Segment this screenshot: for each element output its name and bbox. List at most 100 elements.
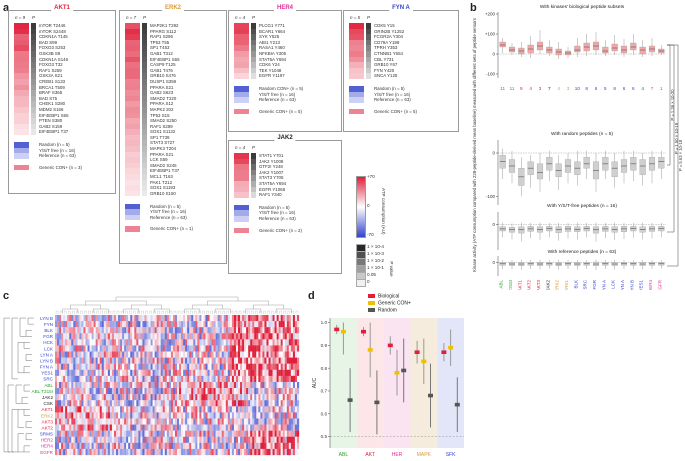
n-value-label: 6	[632, 86, 635, 91]
peptide-label: CHEK1 S280	[39, 101, 66, 107]
peptide-heat-cell	[125, 179, 140, 186]
n-value-label: 4	[529, 86, 532, 91]
boxplot-box	[583, 150, 590, 179]
panel-b-letter: b	[470, 2, 477, 14]
peptide-pvalue-cell	[142, 129, 147, 135]
peptide-label: STAT1 Y701	[259, 153, 284, 158]
p-column-header: P	[32, 15, 36, 20]
p-column-header: P	[367, 15, 371, 20]
peptide-pvalue-cell	[251, 153, 256, 159]
peptide-label: DUSP1 S359	[150, 78, 177, 84]
atp-colorbar	[356, 176, 366, 238]
control-heat-cell	[234, 97, 249, 103]
control-label: Random (n = 5)	[374, 86, 405, 91]
peptide-heat-cell	[234, 62, 249, 68]
boxplot-box	[564, 222, 572, 239]
boxplot-box	[583, 34, 590, 56]
peptide-label: ABI1 Y213	[259, 39, 280, 45]
kinase-axis-label: HER4	[648, 280, 653, 290]
heatmap-grid	[55, 315, 300, 456]
heatmap-row-label: ABL T315I	[32, 389, 53, 394]
peptide-pvalue-cell	[142, 106, 147, 113]
n-value-label: 4	[641, 86, 644, 91]
peptide-pvalue-cell	[251, 28, 256, 35]
boxplot-box	[546, 222, 553, 238]
boxplot-box	[536, 153, 544, 192]
control-heat-cells	[125, 203, 140, 221]
peptide-pvalue-cell	[31, 45, 36, 51]
peptide-label: EIF4EBP1 T37	[150, 168, 180, 174]
group-label: SFK	[446, 452, 456, 458]
peptide-heat-cells	[125, 23, 140, 197]
y-tick-label: 0.9	[321, 343, 328, 348]
pvalue-legend: P value 1 × 10-4 1 × 10-3 1 × 10-2 1 × 10-1…	[356, 244, 416, 290]
boxplot-box	[574, 222, 581, 240]
auc-point	[340, 322, 346, 355]
peptide-heat-cell	[125, 140, 140, 147]
peptide-pvalue-cell	[142, 34, 147, 40]
boxplot-box	[564, 153, 572, 184]
legend-swatch	[368, 301, 375, 305]
control-label: Y/S/T free (n = 16)	[259, 91, 296, 97]
peptide-pvalue-cell	[142, 157, 147, 163]
boxplot-box	[555, 42, 562, 59]
boxplot-box	[611, 35, 618, 55]
peptide-pvalue-cell	[251, 169, 256, 176]
group-label: MAPK	[417, 452, 432, 458]
n-value-label: 7	[548, 86, 551, 91]
kinase-box-4: FYN A n = 5 P CDK5 Y15 GRIN2B Y1252 FCGR2A Y3…	[343, 5, 459, 132]
boxplot-box	[658, 150, 665, 179]
y-tick-label: 0	[492, 151, 495, 156]
peptide-label: SP1 T739	[150, 134, 170, 140]
control-heat-cell	[14, 147, 29, 154]
peptide-pvalue-cell	[31, 106, 36, 113]
heatmap-row-label: AKT2	[42, 425, 54, 430]
y-tick-label: 0	[492, 222, 495, 227]
peptide-label: BRCA1 T509	[39, 84, 65, 90]
peptide-heat-cell	[349, 73, 364, 79]
peptide-label: CBL Y731	[374, 56, 394, 62]
boxplot-box	[574, 38, 581, 57]
auc-point	[421, 338, 427, 385]
heatmap-row-label: FGR	[43, 334, 53, 339]
n-value-label: 1	[660, 86, 663, 91]
peptide-label: BCAR1 Y664	[259, 28, 286, 34]
peptide-heat-cell	[234, 23, 249, 29]
generic-con-label: Generic CON+ (n = 2)	[259, 227, 302, 233]
heatmap-row-label: SRC	[43, 377, 53, 382]
peptide-pvalue-cell	[366, 28, 371, 35]
generic-con-cell	[349, 108, 364, 115]
peptide-pvalue-cell	[31, 28, 36, 35]
n-value-label: 8	[613, 86, 616, 91]
peptide-pvalue-cell	[142, 101, 147, 107]
heatmap-row-label: ABL	[44, 383, 53, 388]
kinase-axis-label: AKT3	[536, 280, 541, 290]
kinase-axis-label: YES1	[639, 280, 644, 290]
peptide-pvalue-cells	[366, 23, 371, 79]
peptide-label: RAF1 S259	[39, 67, 62, 73]
generic-con-cell	[234, 227, 249, 234]
peptide-labels: MAP2K1 T292 PPARG S112 RAP1 S296 TP53 T55 SP…	[150, 23, 180, 196]
y-tick-label: 0	[492, 260, 495, 265]
peptide-pvalue-cell	[31, 118, 36, 124]
peptide-heat-cell	[234, 158, 249, 165]
boxplot-box	[508, 43, 516, 55]
peptide-pvalue-cell	[142, 162, 147, 169]
peptide-pvalue-cell	[251, 56, 256, 63]
boxplot-box	[620, 222, 628, 240]
control-label: Reference (n = 63)	[39, 153, 76, 159]
peptide-pvalue-cell	[31, 34, 36, 40]
auc-point	[334, 324, 340, 334]
peptide-label: GAB2 S159	[39, 123, 63, 129]
control-label: Y/S/T free (n = 16)	[374, 91, 411, 97]
boxplot-box	[499, 222, 506, 238]
peptide-pvalue-cells	[251, 153, 256, 198]
peptide-heat-cell	[234, 153, 249, 159]
generic-con-cell	[125, 226, 140, 232]
pvalue-swatch	[356, 279, 366, 287]
pvalue-tick: 0.05	[367, 272, 376, 277]
peptide-heat-cell	[125, 123, 140, 130]
peptide-pvalue-cell	[31, 62, 36, 68]
peptide-label: TPRH Y353	[374, 45, 398, 51]
heatmap-row-label: HER2	[41, 438, 54, 443]
